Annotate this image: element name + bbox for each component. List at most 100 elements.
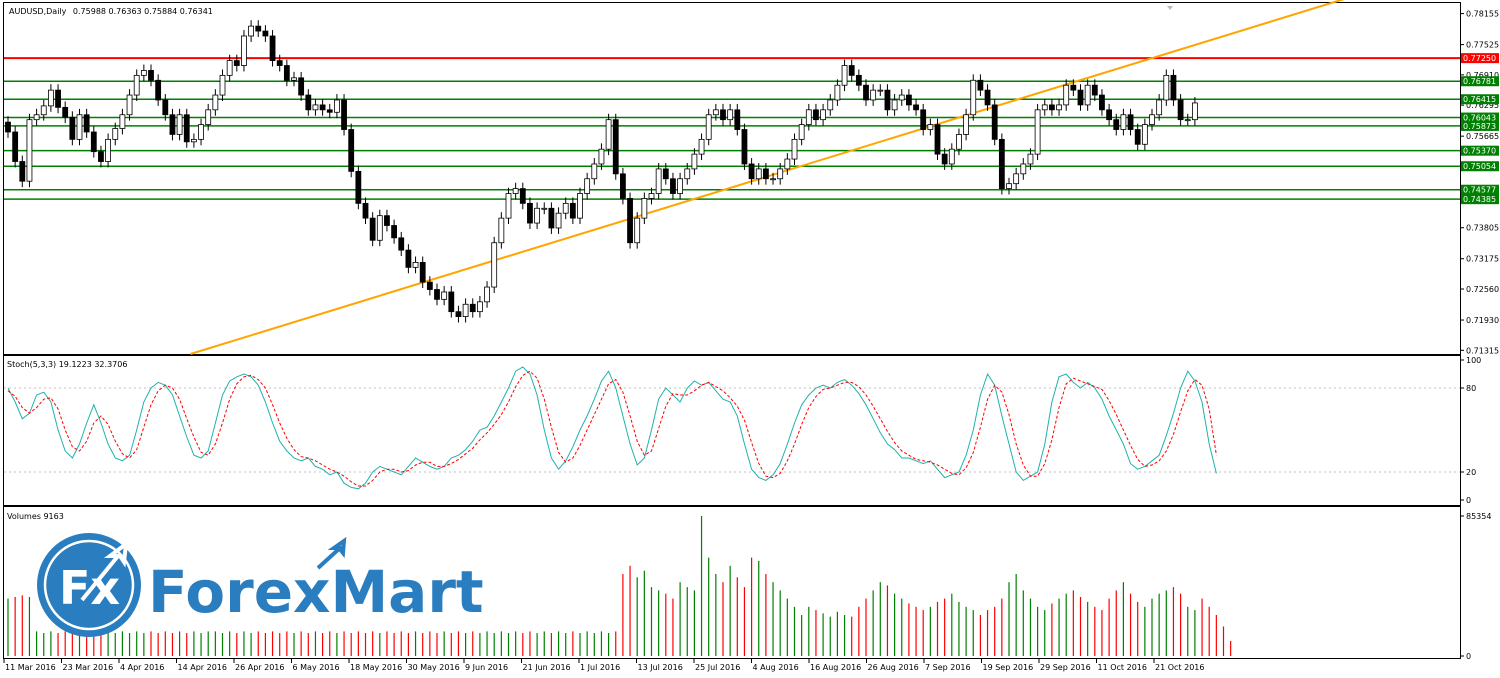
candle-bearish <box>863 84 869 101</box>
candle-bearish <box>934 124 941 155</box>
candle-bullish <box>641 198 648 219</box>
candle-bearish <box>627 198 633 244</box>
candle-bullish <box>505 193 512 219</box>
candle-bearish <box>998 138 1005 189</box>
candle-bullish <box>891 99 898 111</box>
logo-wordmark-arrow-icon <box>316 536 347 570</box>
candle-bearish <box>548 207 555 229</box>
candle-bullish <box>1034 109 1041 155</box>
candle-bullish <box>698 138 705 155</box>
candle-bullish <box>1141 124 1148 145</box>
volume-tick-label: 0 <box>1466 652 1471 661</box>
price-tick-label: 0.71930 <box>1466 316 1499 325</box>
price-level-tag-bg <box>1461 112 1499 123</box>
candle-bearish <box>1077 89 1084 106</box>
candle-bullish <box>677 178 683 194</box>
price-level-tag-bg <box>1461 145 1499 156</box>
candle-bullish <box>827 99 834 111</box>
candle-bullish <box>805 109 812 125</box>
candle-bullish <box>219 74 226 96</box>
candle-bearish <box>748 163 755 180</box>
candle-bearish <box>398 237 405 251</box>
candle-bearish <box>255 25 262 32</box>
candle-bearish <box>90 131 97 153</box>
candle-bullish <box>841 65 848 86</box>
logo-ring-icon <box>43 539 135 631</box>
candle-bullish <box>727 109 734 121</box>
candle-bearish <box>384 215 390 226</box>
candle-bearish <box>19 161 26 182</box>
candle-bullish <box>412 262 419 268</box>
stoch-panel-frame <box>3 355 1461 506</box>
time-tick-label: 25 Jul 2016 <box>695 663 740 672</box>
candle-bearish <box>283 65 290 81</box>
price-level-tag-bg <box>1461 184 1499 195</box>
candle-bearish <box>233 60 240 66</box>
candle-bullish <box>26 119 33 182</box>
price-level-tag: 0.76043 <box>1463 114 1496 123</box>
candle-bearish <box>455 311 462 317</box>
candle-bullish <box>755 168 762 180</box>
candle-bullish <box>898 94 905 101</box>
candle-bearish <box>1070 84 1077 91</box>
candle-bullish <box>691 153 698 170</box>
candle-bearish <box>1106 109 1112 121</box>
price-level-tag: 0.75873 <box>1463 122 1496 131</box>
stoch-tick-label: 0 <box>1466 496 1471 505</box>
candle-bearish <box>448 291 455 313</box>
candle-bullish <box>1006 183 1012 189</box>
candle-bearish <box>1177 99 1184 121</box>
candle-bullish <box>877 89 884 92</box>
candle-bullish <box>770 178 776 181</box>
time-tick-label: 6 May 2016 <box>293 663 340 672</box>
candle-bullish <box>76 114 83 140</box>
price-panel-header: AUDUSD,Daily 0.75988 0.76363 0.75884 0.7… <box>9 7 213 16</box>
candle-bullish <box>248 25 255 37</box>
price-level-tag-bg <box>1461 194 1499 205</box>
candle-bearish <box>813 109 819 121</box>
candle-bearish <box>884 89 891 111</box>
candle-bullish <box>126 94 133 116</box>
candle-bullish <box>784 158 791 170</box>
candle-bearish <box>369 217 376 241</box>
price-level-tag-bg <box>1461 161 1499 172</box>
candle-bullish <box>205 109 212 125</box>
stoch-main-line <box>7 366 1217 490</box>
candle-bearish <box>620 173 626 199</box>
candle-bearish <box>326 109 333 113</box>
candle-bearish <box>298 77 305 96</box>
time-tick-label: 11 Oct 2016 <box>1098 663 1147 672</box>
candle-bullish <box>584 178 591 194</box>
candle-bullish <box>577 193 583 219</box>
candle-bullish <box>820 109 826 121</box>
stoch-signal-line <box>7 370 1217 487</box>
price-tick-label: 0.78155 <box>1466 10 1499 19</box>
time-tick-label: 4 Aug 2016 <box>753 663 799 672</box>
candle-bearish <box>527 202 533 224</box>
trendline <box>190 0 1345 355</box>
candle-bullish <box>1041 104 1048 111</box>
candle-bullish <box>1063 84 1070 106</box>
shift-marker-icon[interactable] <box>1167 6 1173 10</box>
price-tick-label: 0.71315 <box>1466 346 1499 355</box>
candle-bullish <box>441 291 448 300</box>
candle-bullish <box>777 168 784 180</box>
candle-bearish <box>991 104 998 140</box>
candle-bullish <box>555 212 562 229</box>
price-tick-label: 0.76910 <box>1466 71 1499 80</box>
time-tick-label: 26 Aug 2016 <box>868 663 919 672</box>
candle-bullish <box>48 89 54 107</box>
time-axis: 11 Mar 2016 23 Mar 2016 4 Apr 2016 14 Apr 2… <box>3 659 1204 672</box>
candle-bearish <box>305 94 312 111</box>
candle-bullish <box>684 168 691 180</box>
candle-bearish <box>1170 74 1177 101</box>
candle-bearish <box>98 151 104 162</box>
candle-bearish <box>434 289 440 300</box>
candle-bullish <box>534 207 540 224</box>
candle-bullish <box>176 114 183 135</box>
price-level-lines <box>4 57 1460 200</box>
price-level-tag-bg <box>1461 120 1499 131</box>
candle-bearish <box>920 109 927 130</box>
candle-bullish <box>133 74 140 96</box>
